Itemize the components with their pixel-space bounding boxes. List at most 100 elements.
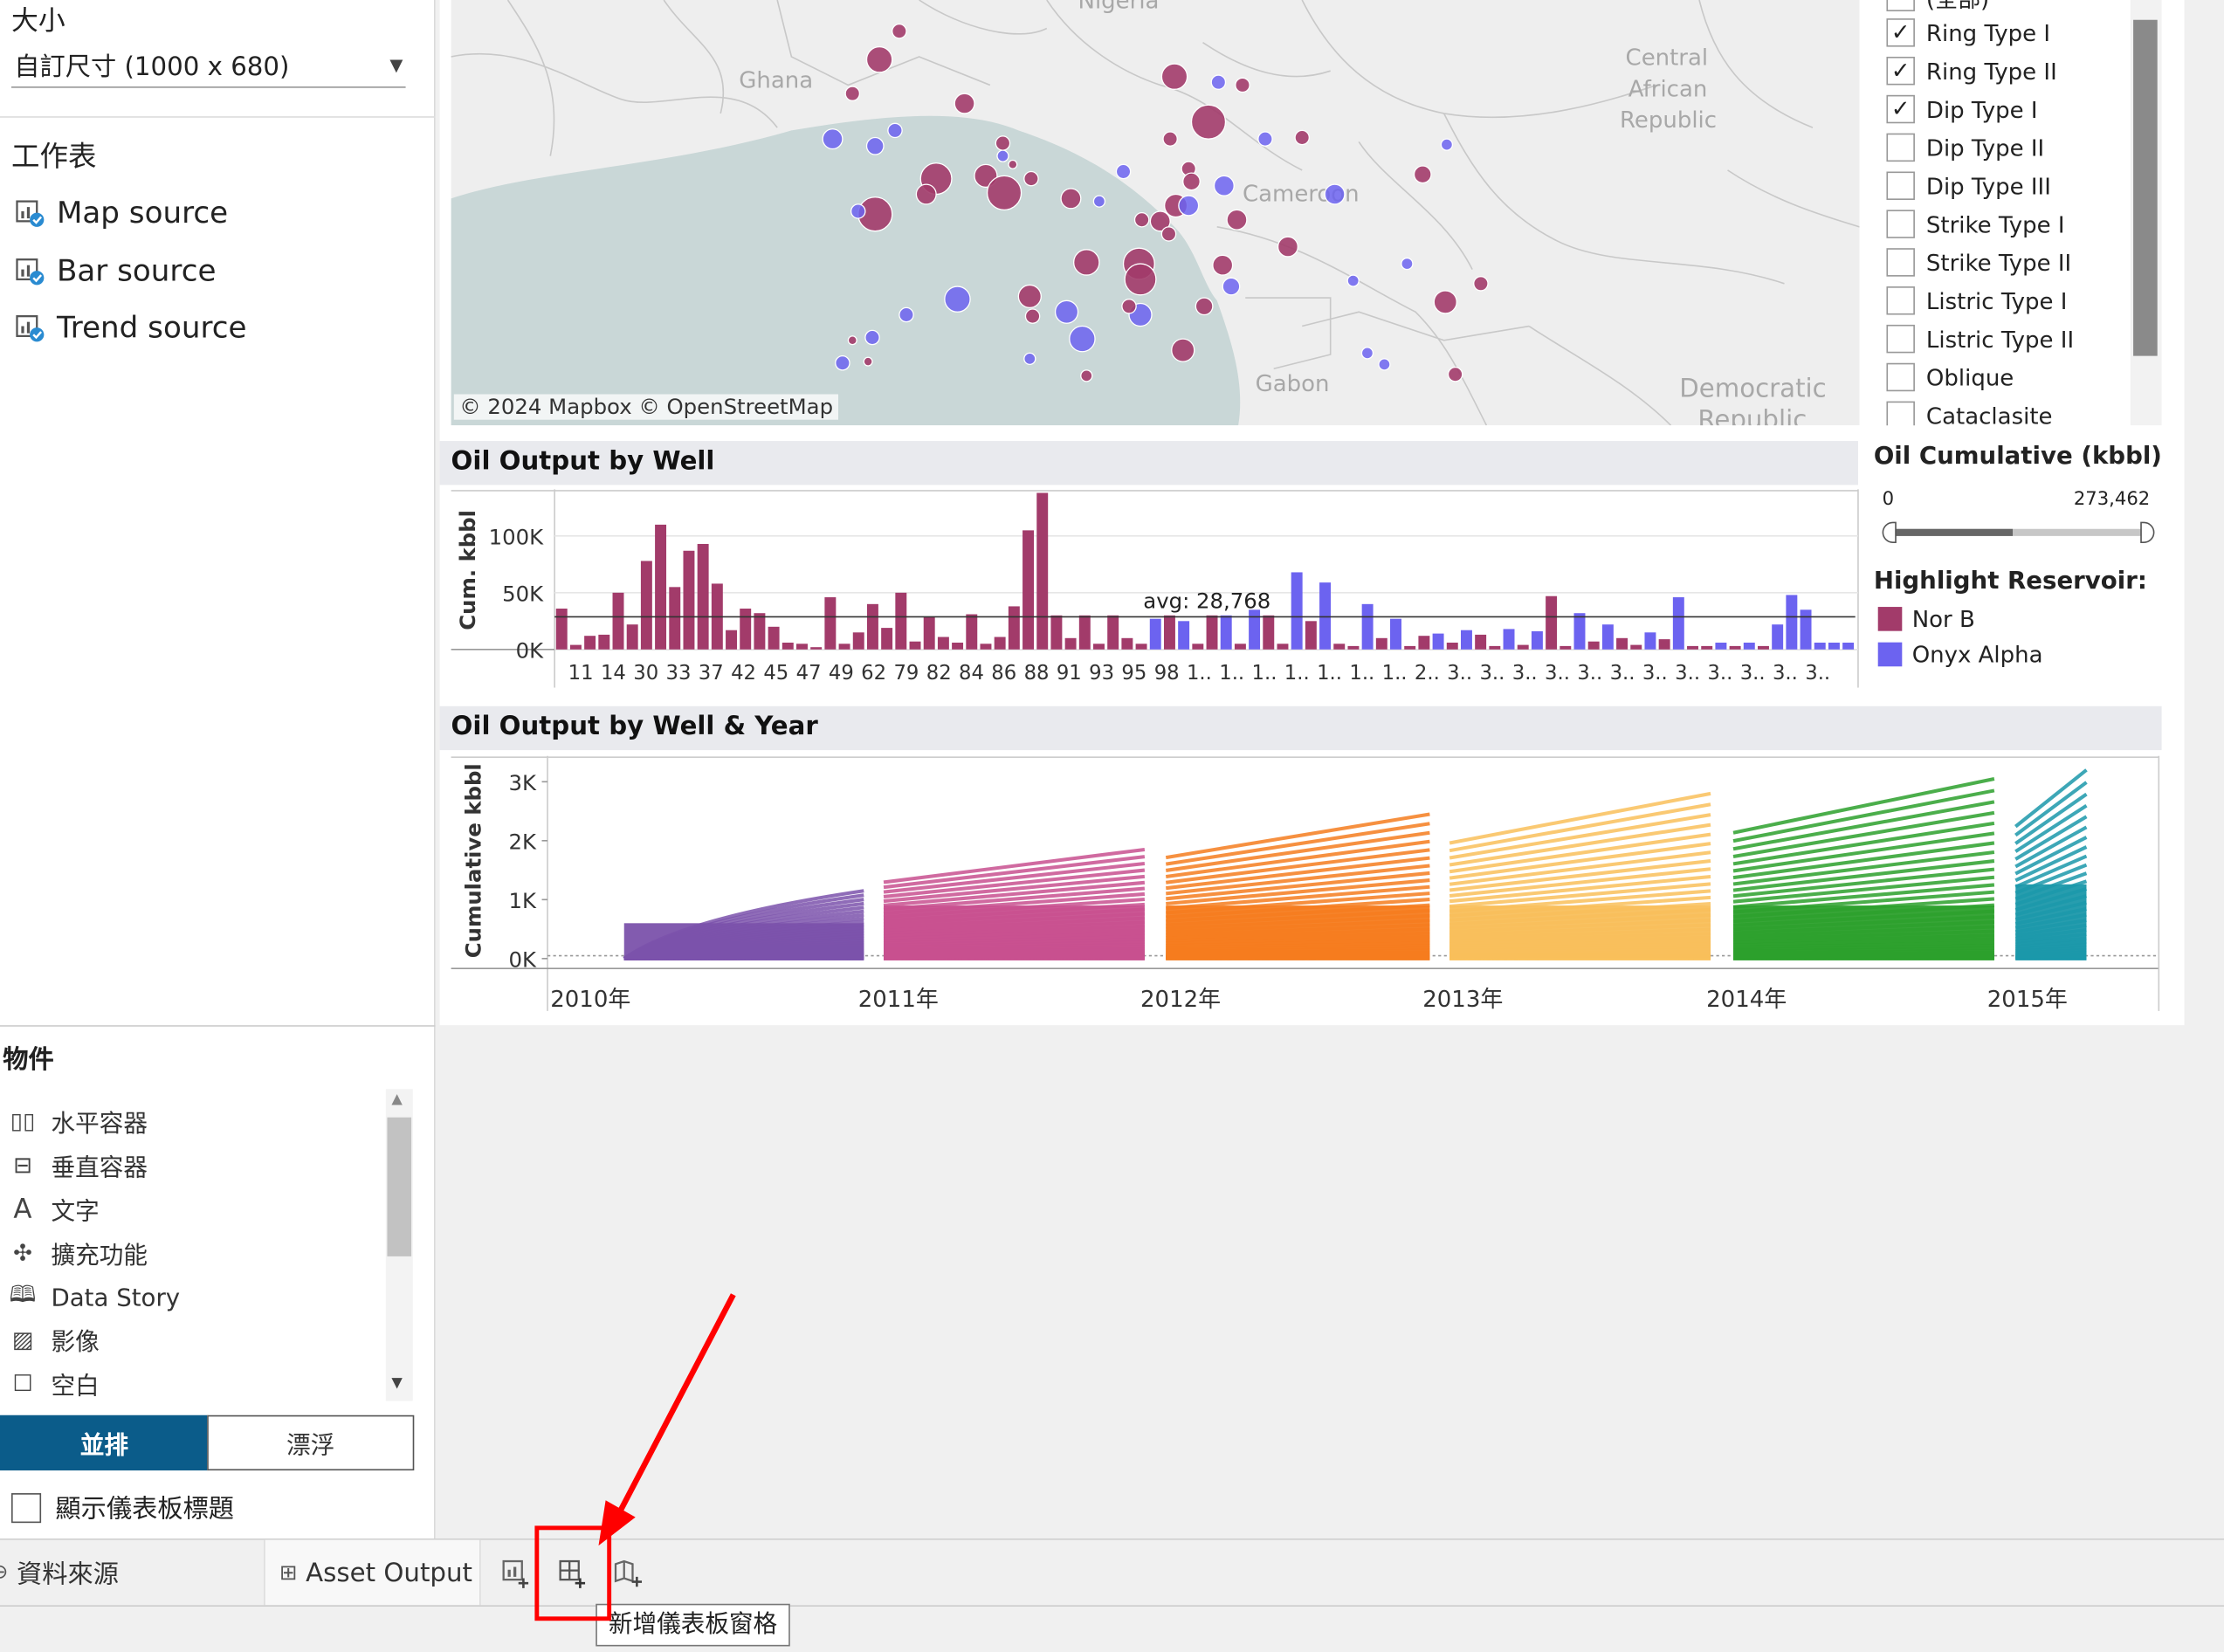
series-2010[interactable] [623,889,864,960]
object-item-horizontal-container[interactable]: ▯▯ 水平容器 [9,1103,148,1139]
bar[interactable] [754,613,766,650]
bar[interactable] [1672,597,1684,650]
map-point[interactable] [1277,236,1298,258]
map-point[interactable] [1324,183,1346,205]
slider-handle-max[interactable] [2140,521,2155,543]
bar[interactable] [937,637,949,650]
bar[interactable] [1022,530,1035,650]
sheet-item-bar-source[interactable]: Bar source [14,254,216,288]
bar[interactable] [626,624,638,650]
bar[interactable] [810,647,823,650]
scroll-down-icon[interactable]: ▼ [391,1375,403,1392]
bar[interactable] [1064,637,1077,650]
map-point[interactable] [915,183,937,205]
sheet-item-map-source[interactable]: Map source [14,196,228,230]
map-point[interactable] [1182,172,1201,191]
series-2011[interactable] [883,847,1146,960]
checkbox-checked-icon[interactable]: ✓ [1886,94,1915,124]
bar[interactable] [838,644,850,650]
bar[interactable] [697,543,709,650]
scrollbar-thumb[interactable] [2133,19,2158,356]
bar[interactable] [1050,615,1063,650]
bar[interactable] [1220,615,1232,650]
map-point[interactable] [1401,257,1414,271]
bar[interactable] [1587,641,1600,650]
map-point[interactable] [1226,209,1248,231]
map-point[interactable] [1023,170,1039,187]
map-point[interactable] [835,354,850,371]
checkbox-icon[interactable] [1886,362,1915,392]
filter-item[interactable]: Oblique [1886,362,2014,392]
bar[interactable] [1432,633,1444,650]
bar[interactable] [1192,644,1204,650]
bar[interactable] [1743,642,1755,650]
bar[interactable] [555,609,568,650]
checkbox-icon[interactable] [1886,401,1915,426]
map-point[interactable] [996,149,1009,162]
bar[interactable] [1404,645,1416,650]
map-point[interactable] [1160,63,1188,90]
map-point[interactable] [1149,210,1171,232]
bar[interactable] [1036,492,1049,650]
bar[interactable] [1234,644,1246,650]
bar[interactable] [1347,645,1360,650]
bar[interactable] [1560,645,1572,650]
map-point[interactable] [1080,369,1093,382]
filter-item[interactable]: Listric Type I [1886,286,2067,315]
map-point[interactable] [1222,277,1241,296]
map-point[interactable] [1121,299,1137,314]
bar[interactable] [866,603,878,650]
bar[interactable] [1489,645,1501,650]
bar[interactable] [1149,618,1161,650]
bar-chart[interactable]: 100K 50K 0K Cum. kbbl avg: 28,768 11 14 30 33 37 4… [451,489,1860,688]
map-point[interactable] [1294,129,1310,146]
bar[interactable] [1121,637,1133,650]
map-view[interactable]: Nigeria Ghana Cameroon Gabon Central Afr… [451,0,1860,426]
filter-item[interactable]: ✓ Ring Type II [1886,56,2057,86]
map-point[interactable] [1069,325,1096,353]
bar[interactable] [923,616,935,650]
map-point[interactable] [1092,195,1106,208]
filter-item[interactable]: ✓ Ring Type I [1886,18,2050,47]
map-point[interactable] [1440,138,1454,151]
bar[interactable] [1616,637,1628,650]
new-worksheet-icon[interactable] [499,1556,534,1590]
map-point[interactable] [1115,163,1132,180]
filter-item[interactable]: (全部) [1886,0,1989,14]
bar[interactable] [1601,624,1614,650]
object-item-blank[interactable]: ☐ 空白 [9,1366,100,1401]
line-chart[interactable]: 3K 2K 1K 0K Cumulative kbbl 2010年 2011年 2012年 20… [451,755,2162,1018]
bar[interactable] [1531,631,1543,650]
bar[interactable] [1163,615,1175,650]
bar[interactable] [1263,615,1275,650]
map-attribution[interactable]: © 2024 Mapbox © OpenStreetMap [453,394,839,420]
map-point[interactable] [1073,249,1100,276]
bar[interactable] [598,634,610,650]
range-slider[interactable] [1882,521,2155,545]
filter-item[interactable]: Listric Type II [1886,324,2074,354]
objects-scrollbar[interactable]: ▲ ▼ [385,1089,413,1401]
map-point[interactable] [1235,77,1250,93]
map-point[interactable] [954,93,975,114]
bar[interactable] [1333,644,1346,650]
object-item-image[interactable]: ▨ 影像 [9,1322,100,1357]
checkbox-checked-icon[interactable]: ✓ [1886,18,1915,47]
bar[interactable] [1786,595,1798,650]
bar[interactable] [1630,644,1642,650]
size-dropdown[interactable]: 自訂尺寸 (1000 x 680) ▼ [10,43,406,88]
map-point[interactable] [892,23,907,39]
map-point[interactable] [944,286,971,313]
map-point[interactable] [865,136,885,155]
map-point[interactable] [1447,366,1463,382]
map-point[interactable] [1346,274,1360,287]
map-point[interactable] [986,175,1022,211]
filter-item[interactable]: ✓ Dip Type I [1886,94,2038,124]
bar[interactable] [740,609,752,650]
bar[interactable] [1658,639,1670,650]
bar[interactable] [824,597,837,650]
map-point[interactable] [1433,290,1457,314]
map-point[interactable] [1162,131,1178,147]
map-point[interactable] [1473,276,1489,292]
checkbox-icon[interactable] [1886,210,1915,238]
bar[interactable] [1249,609,1261,650]
